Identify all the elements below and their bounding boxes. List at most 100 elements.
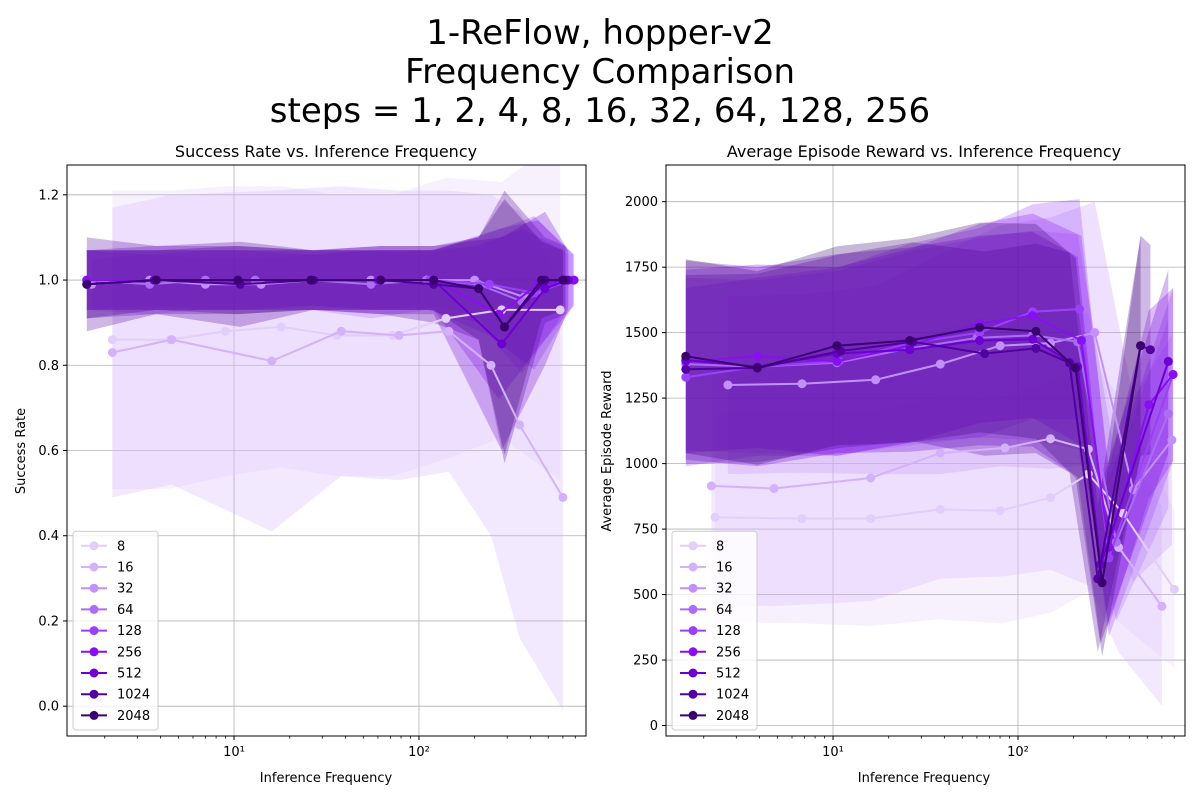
legend-label-64: 64 <box>117 603 134 618</box>
series-line-1024 <box>685 340 1151 579</box>
y-tick-label: 0.8 <box>38 359 59 374</box>
legend-marker-64 <box>688 604 698 614</box>
legend-label-256: 256 <box>117 645 142 660</box>
data-point-1024 <box>681 364 691 374</box>
data-point-128 <box>681 372 691 382</box>
y-tick-label: 500 <box>633 588 658 603</box>
panel-title: Average Episode Reward vs. Inference Fre… <box>727 142 1121 161</box>
confidence-band-1024 <box>86 190 566 464</box>
x-axis-label: Inference Frequency <box>260 771 393 786</box>
legend-label-32: 32 <box>716 582 733 597</box>
data-point-2048 <box>1071 363 1081 373</box>
legend-label-16: 16 <box>117 561 134 576</box>
legend-marker-32 <box>89 583 99 593</box>
legend-label-64: 64 <box>716 603 733 618</box>
legend-label-1024: 1024 <box>716 688 749 703</box>
data-point-2048 <box>752 363 762 373</box>
legend-marker-256 <box>89 647 99 657</box>
legend-marker-128 <box>688 626 698 636</box>
data-point-16 <box>167 335 177 345</box>
data-point-256 <box>1168 370 1178 379</box>
confidence-band-8 <box>715 356 1175 668</box>
data-point-32 <box>995 341 1005 351</box>
data-point-64 <box>1163 409 1173 419</box>
y-tick-label: 750 <box>633 523 658 538</box>
data-point-128 <box>484 279 494 289</box>
confidence-band-64 <box>86 228 566 374</box>
data-point-16 <box>1000 443 1010 453</box>
data-point-2048 <box>429 275 439 285</box>
x-tick-label: 10¹ <box>822 745 844 760</box>
data-point-8 <box>555 305 565 315</box>
x-tick-label: 10² <box>1007 745 1029 760</box>
data-point-16 <box>1046 434 1055 444</box>
figure-title-line-1: 1-ReFlow, hopper-v2 <box>426 13 774 53</box>
plot-area <box>82 165 579 711</box>
data-point-16 <box>558 492 568 502</box>
legend-label-512: 512 <box>117 667 142 682</box>
legend-marker-8 <box>89 541 99 551</box>
series-line-256 <box>685 314 1174 548</box>
legend-label-16: 16 <box>716 561 733 576</box>
data-point-8 <box>995 506 1005 516</box>
success-rate-panel: Success Rate vs. Inference Frequency Inf… <box>14 142 587 786</box>
legend-label-256: 256 <box>716 645 741 660</box>
legend-label-2048: 2048 <box>716 709 749 724</box>
y-tick-label: 1.2 <box>38 188 59 203</box>
legend-marker-128 <box>89 626 99 636</box>
data-point-2048 <box>233 275 243 285</box>
y-axis-label: Success Rate <box>14 408 29 494</box>
axes-frame <box>665 164 1186 737</box>
data-point-8 <box>866 514 876 524</box>
confidence-band-256 <box>86 220 575 400</box>
data-point-8 <box>1169 584 1179 594</box>
data-point-32 <box>1090 328 1100 338</box>
y-tick-label: 250 <box>633 654 658 669</box>
confidence-band-32 <box>91 228 570 366</box>
data-point-2048 <box>500 322 509 332</box>
data-point-16 <box>107 348 117 357</box>
data-point-256 <box>1028 311 1038 321</box>
data-point-2048 <box>537 275 547 285</box>
data-point-16 <box>1157 601 1167 611</box>
legend-marker-1024 <box>688 689 698 699</box>
confidence-band-2048 <box>86 199 563 455</box>
data-point-2048 <box>1097 578 1107 588</box>
legend-frame <box>72 530 159 731</box>
data-point-8 <box>107 335 117 345</box>
y-axis-label: Average Episode Reward <box>600 370 615 531</box>
data-point-64 <box>366 279 376 289</box>
data-point-16 <box>769 484 779 493</box>
data-point-2048 <box>905 336 915 345</box>
data-point-2048 <box>1031 326 1041 336</box>
confidence-band-64 <box>685 230 1169 621</box>
data-point-32 <box>935 359 945 369</box>
data-point-16 <box>267 356 277 366</box>
confidence-band-512 <box>685 231 1169 644</box>
legend: 8 16 32 64 128 256 512 1024 2048 <box>72 530 159 731</box>
data-point-256 <box>832 356 842 366</box>
data-point-16 <box>336 326 346 336</box>
data-point-8 <box>221 326 231 336</box>
legend-label-128: 128 <box>117 624 142 639</box>
legend-marker-16 <box>688 562 698 572</box>
data-point-16 <box>866 473 876 483</box>
data-point-512 <box>540 284 550 294</box>
data-point-1024 <box>1145 345 1155 355</box>
data-point-2048 <box>975 322 985 332</box>
legend-frame <box>671 530 758 731</box>
y-tick-label: 0.2 <box>38 614 59 629</box>
data-point-32 <box>1167 435 1177 445</box>
data-point-32 <box>1046 338 1055 348</box>
data-point-32 <box>723 380 733 390</box>
x-tick-label: 10¹ <box>223 745 245 760</box>
legend-marker-8 <box>688 541 698 551</box>
data-point-32 <box>871 375 881 385</box>
legend-marker-256 <box>688 647 698 657</box>
data-point-16 <box>935 448 945 458</box>
y-tick-label: 1.0 <box>38 274 59 289</box>
data-point-2048 <box>376 275 386 285</box>
data-point-2048 <box>681 351 691 361</box>
